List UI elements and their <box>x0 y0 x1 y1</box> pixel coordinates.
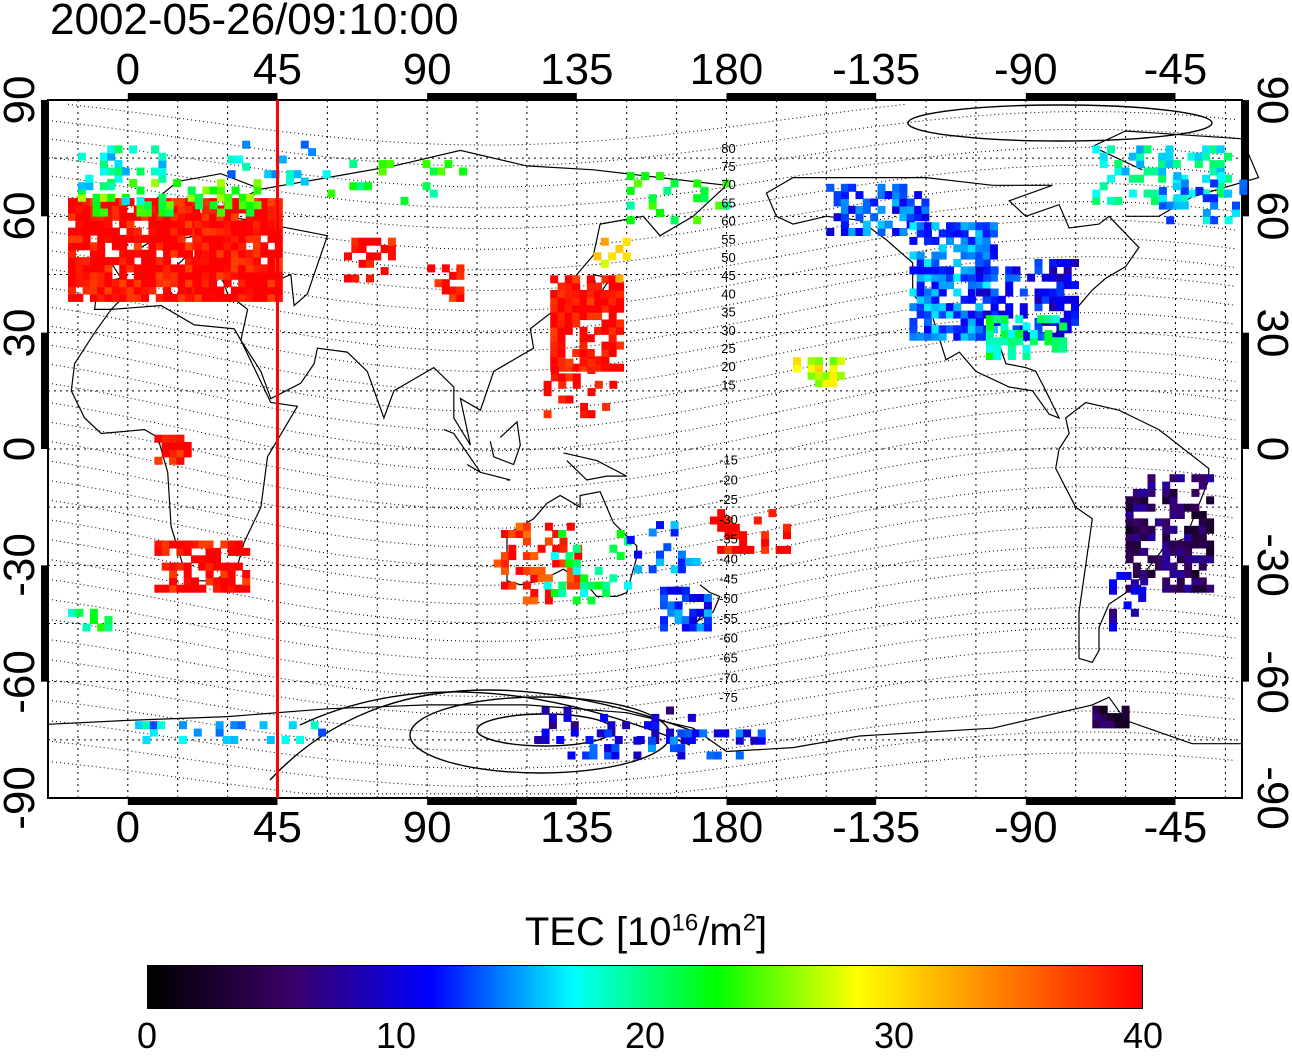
contour-label: 30 <box>721 323 735 338</box>
contour-label: 35 <box>721 305 735 320</box>
contour-label: -35 <box>719 532 738 547</box>
contour-label: -55 <box>719 611 738 626</box>
contour-label: 55 <box>721 232 735 247</box>
contour-label: 80 <box>721 141 735 156</box>
contour-label: 75 <box>721 159 735 174</box>
contour-label: -15 <box>719 453 738 468</box>
bottom-lon-label: -90 <box>994 803 1058 852</box>
colorbar-tick-label: 30 <box>873 1015 915 1056</box>
left-lat-label: -30 <box>0 533 44 598</box>
colorbar-tick-label: 0 <box>136 1015 158 1056</box>
contour-label: 60 <box>721 214 735 229</box>
contour-label: -40 <box>719 552 738 567</box>
right-lat-label: 0 <box>1248 437 1292 461</box>
top-lon-label: -90 <box>994 45 1058 94</box>
right-lat-label: -30 <box>1248 533 1292 598</box>
bottom-lon-label: -45 <box>1143 803 1208 852</box>
contour-label: -65 <box>719 651 738 666</box>
left-lat-label: -60 <box>0 649 44 714</box>
contour-label: 45 <box>721 268 735 283</box>
contour-label: 15 <box>721 377 735 392</box>
top-lon-label: -45 <box>1143 45 1208 94</box>
top-lon-label: 90 <box>402 45 452 94</box>
bottom-lon-label: -135 <box>832 803 921 852</box>
contour-label: -45 <box>719 571 738 586</box>
top-lon-label: -135 <box>832 45 921 94</box>
contour-label: 65 <box>721 195 735 210</box>
contour-labels: 80 75 70 65 60 55 50 45 40 35 30 25 20 15 -15 -20 -25 -30… <box>719 141 738 705</box>
left-lat-label: 90 <box>0 75 44 125</box>
top-lon-label: 135 <box>540 45 614 94</box>
top-lon-label: 0 <box>115 45 141 94</box>
contour-label: 70 <box>721 177 735 192</box>
left-lat-label: -90 <box>0 766 44 830</box>
right-lat-label: 30 <box>1248 308 1292 358</box>
contour-label: 25 <box>721 341 735 356</box>
colorbar-tick-label: 10 <box>375 1015 417 1056</box>
tec-observations <box>68 140 1248 760</box>
right-lat-label: -60 <box>1248 649 1292 714</box>
contour-label: -70 <box>719 670 738 685</box>
contour-label: -30 <box>719 512 738 527</box>
left-lat-label: 30 <box>0 308 44 358</box>
colorbar-title: TEC [1016/m2] <box>524 909 768 954</box>
colorbar-tick-label: 20 <box>624 1015 666 1056</box>
right-lat-label: 60 <box>1248 191 1292 241</box>
top-lon-label: 45 <box>253 45 302 94</box>
bottom-lon-label: 90 <box>402 803 452 852</box>
left-lat-label: 60 <box>0 191 44 241</box>
frame-ticks <box>41 93 1249 805</box>
bottom-lon-label: 135 <box>540 803 614 852</box>
tec-map: 80 75 70 65 60 55 50 45 40 35 30 25 20 15 -15 -20 -25 -30… <box>41 93 1260 805</box>
contour-label: 50 <box>721 250 735 265</box>
colorbar-tick-label: 40 <box>1122 1015 1164 1056</box>
left-lat-label: 0 <box>0 437 44 461</box>
contour-label: 40 <box>721 286 735 301</box>
map-title: 2002-05-26/09:10:00 <box>50 0 459 44</box>
contour-label: -75 <box>719 690 738 705</box>
contour-label: -20 <box>719 472 738 487</box>
contour-label: -50 <box>719 591 738 606</box>
colorbar <box>147 965 1143 1009</box>
contour-label: -60 <box>719 631 738 646</box>
top-lon-label: 180 <box>689 45 764 94</box>
contour-label: -25 <box>719 492 738 507</box>
right-lat-label: 90 <box>1248 75 1292 125</box>
bottom-lon-label: 0 <box>115 803 141 852</box>
bottom-lon-label: 45 <box>253 803 302 852</box>
bottom-lon-label: 180 <box>689 803 764 852</box>
contour-label: 20 <box>721 359 735 374</box>
right-lat-label: -90 <box>1248 766 1292 830</box>
